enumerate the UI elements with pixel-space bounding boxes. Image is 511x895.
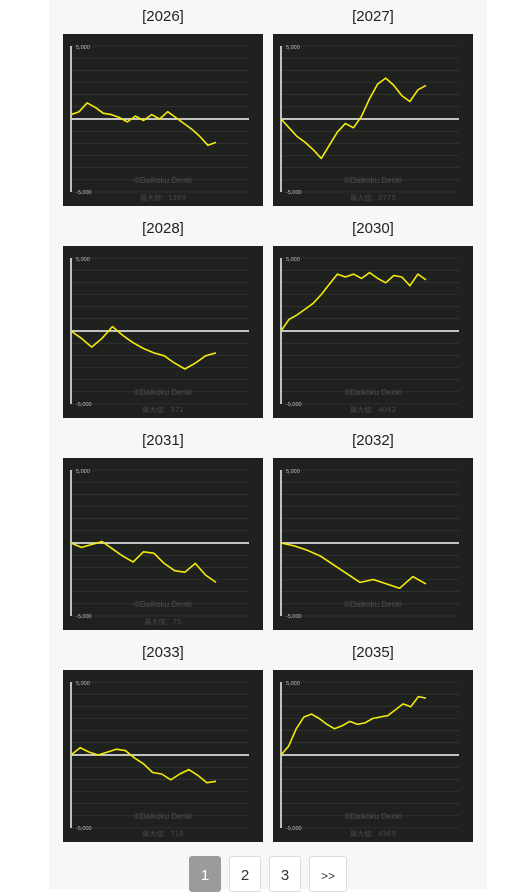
slump-line <box>280 695 427 756</box>
slump-graph: 5,000 -5,000 ©Daikoku Denki <box>273 458 473 630</box>
watermark: ©Daikoku Denki <box>134 176 192 185</box>
chart-card[interactable]: [2035] 5,000 -5,000 ©Daikoku Denki 最大値：4369 <box>273 636 473 848</box>
max-value-label: 最大値：371 <box>142 405 183 414</box>
chart-title: [2026] <box>142 8 184 25</box>
slump-line <box>70 102 217 147</box>
page-1-button[interactable]: 1 <box>189 856 221 892</box>
slump-graph: 5,000 -5,000 ©Daikoku Denki 最大値：4369 <box>273 670 473 842</box>
page-3-button[interactable]: 3 <box>269 856 301 892</box>
slump-line <box>280 271 427 332</box>
max-value-label: 最大値：718 <box>142 829 183 838</box>
chart-title: [2032] <box>352 432 394 449</box>
slump-graph: 5,000 -5,000 ©Daikoku Denki 最大値：2775 <box>273 34 473 206</box>
chart-card[interactable]: [2026] 5,000 -5,000 ©Daikoku Denki 最大値：1389 <box>63 0 263 212</box>
slump-graph-svg: 5,000 -5,000 ©Daikoku Denki 最大値：1389 <box>70 45 249 202</box>
y-min-label: -5,000 <box>286 190 302 196</box>
chart-card[interactable]: [2032] 5,000 -5,000 ©Daikoku Denki <box>273 424 473 636</box>
chart-card[interactable]: [2033] 5,000 -5,000 ©Daikoku Denki 最大値：718 <box>63 636 263 848</box>
y-min-label: -5,000 <box>76 826 92 832</box>
page-2-button[interactable]: 2 <box>229 856 261 892</box>
max-value-label: 最大値：2775 <box>350 193 396 202</box>
slump-line <box>70 540 217 584</box>
watermark: ©Daikoku Denki <box>134 812 192 821</box>
y-min-label: -5,000 <box>286 826 302 832</box>
max-value-label: 最大値：4042 <box>350 405 396 414</box>
slump-line <box>70 325 217 370</box>
chart-card[interactable]: [2030] 5,000 -5,000 ©Daikoku Denki 最大値：4042 <box>273 212 473 424</box>
y-min-label: -5,000 <box>76 614 92 620</box>
y-max-label: 5,000 <box>286 469 300 475</box>
slump-graph-svg: 5,000 -5,000 ©Daikoku Denki <box>280 469 459 620</box>
y-max-label: 5,000 <box>76 469 90 475</box>
watermark: ©Daikoku Denki <box>344 388 402 397</box>
max-value-label: 最大値：4369 <box>350 829 396 838</box>
slump-graph: 5,000 -5,000 ©Daikoku Denki 最大値：1389 <box>63 34 263 206</box>
watermark: ©Daikoku Denki <box>344 600 402 609</box>
y-min-label: -5,000 <box>286 614 302 620</box>
slump-graph: 5,000 -5,000 ©Daikoku Denki 最大値：718 <box>63 670 263 842</box>
chart-title: [2035] <box>352 644 394 661</box>
chart-title: [2031] <box>142 432 184 449</box>
slump-graph-svg: 5,000 -5,000 ©Daikoku Denki 最大値：718 <box>70 681 249 838</box>
y-max-label: 5,000 <box>286 257 300 263</box>
y-max-label: 5,000 <box>286 45 300 51</box>
y-min-label: -5,000 <box>76 190 92 196</box>
chart-grid: [2026] 5,000 -5,000 ©Daikoku Denki 最大値：1389[… <box>63 0 473 848</box>
chart-title: [2033] <box>142 644 184 661</box>
watermark: ©Daikoku Denki <box>134 600 192 609</box>
slump-line <box>70 746 217 784</box>
max-value-label: 最大値：75 <box>145 617 182 626</box>
chart-title: [2028] <box>142 220 184 237</box>
watermark: ©Daikoku Denki <box>344 812 402 821</box>
y-max-label: 5,000 <box>286 681 300 687</box>
chart-card[interactable]: [2028] 5,000 -5,000 ©Daikoku Denki 最大値：371 <box>63 212 263 424</box>
slump-line <box>280 542 427 590</box>
slump-graph-svg: 5,000 -5,000 ©Daikoku Denki 最大値：75 <box>70 469 249 626</box>
chart-title: [2030] <box>352 220 394 237</box>
slump-graph-svg: 5,000 -5,000 ©Daikoku Denki 最大値：2775 <box>280 45 459 202</box>
chart-card[interactable]: [2027] 5,000 -5,000 ©Daikoku Denki 最大値：2775 <box>273 0 473 212</box>
watermark: ©Daikoku Denki <box>134 388 192 397</box>
y-min-label: -5,000 <box>286 402 302 408</box>
pagination: 1 2 3 >> <box>49 856 487 892</box>
page: [2026] 5,000 -5,000 ©Daikoku Denki 最大値：1389[… <box>49 0 487 892</box>
slump-graph: 5,000 -5,000 ©Daikoku Denki 最大値：371 <box>63 246 263 418</box>
slump-graph-svg: 5,000 -5,000 ©Daikoku Denki 最大値：371 <box>70 257 249 414</box>
y-max-label: 5,000 <box>76 257 90 263</box>
y-min-label: -5,000 <box>76 402 92 408</box>
slump-graph-svg: 5,000 -5,000 ©Daikoku Denki 最大値：4042 <box>280 257 459 414</box>
next-page-button[interactable]: >> <box>309 856 347 892</box>
slump-graph: 5,000 -5,000 ©Daikoku Denki 最大値：75 <box>63 458 263 630</box>
y-max-label: 5,000 <box>76 45 90 51</box>
watermark: ©Daikoku Denki <box>344 176 402 185</box>
slump-graph-svg: 5,000 -5,000 ©Daikoku Denki 最大値：4369 <box>280 681 459 838</box>
chart-title: [2027] <box>352 8 394 25</box>
slump-line <box>280 77 427 160</box>
y-max-label: 5,000 <box>76 681 90 687</box>
chart-card[interactable]: [2031] 5,000 -5,000 ©Daikoku Denki 最大値：75 <box>63 424 263 636</box>
slump-graph: 5,000 -5,000 ©Daikoku Denki 最大値：4042 <box>273 246 473 418</box>
max-value-label: 最大値：1389 <box>140 193 186 202</box>
